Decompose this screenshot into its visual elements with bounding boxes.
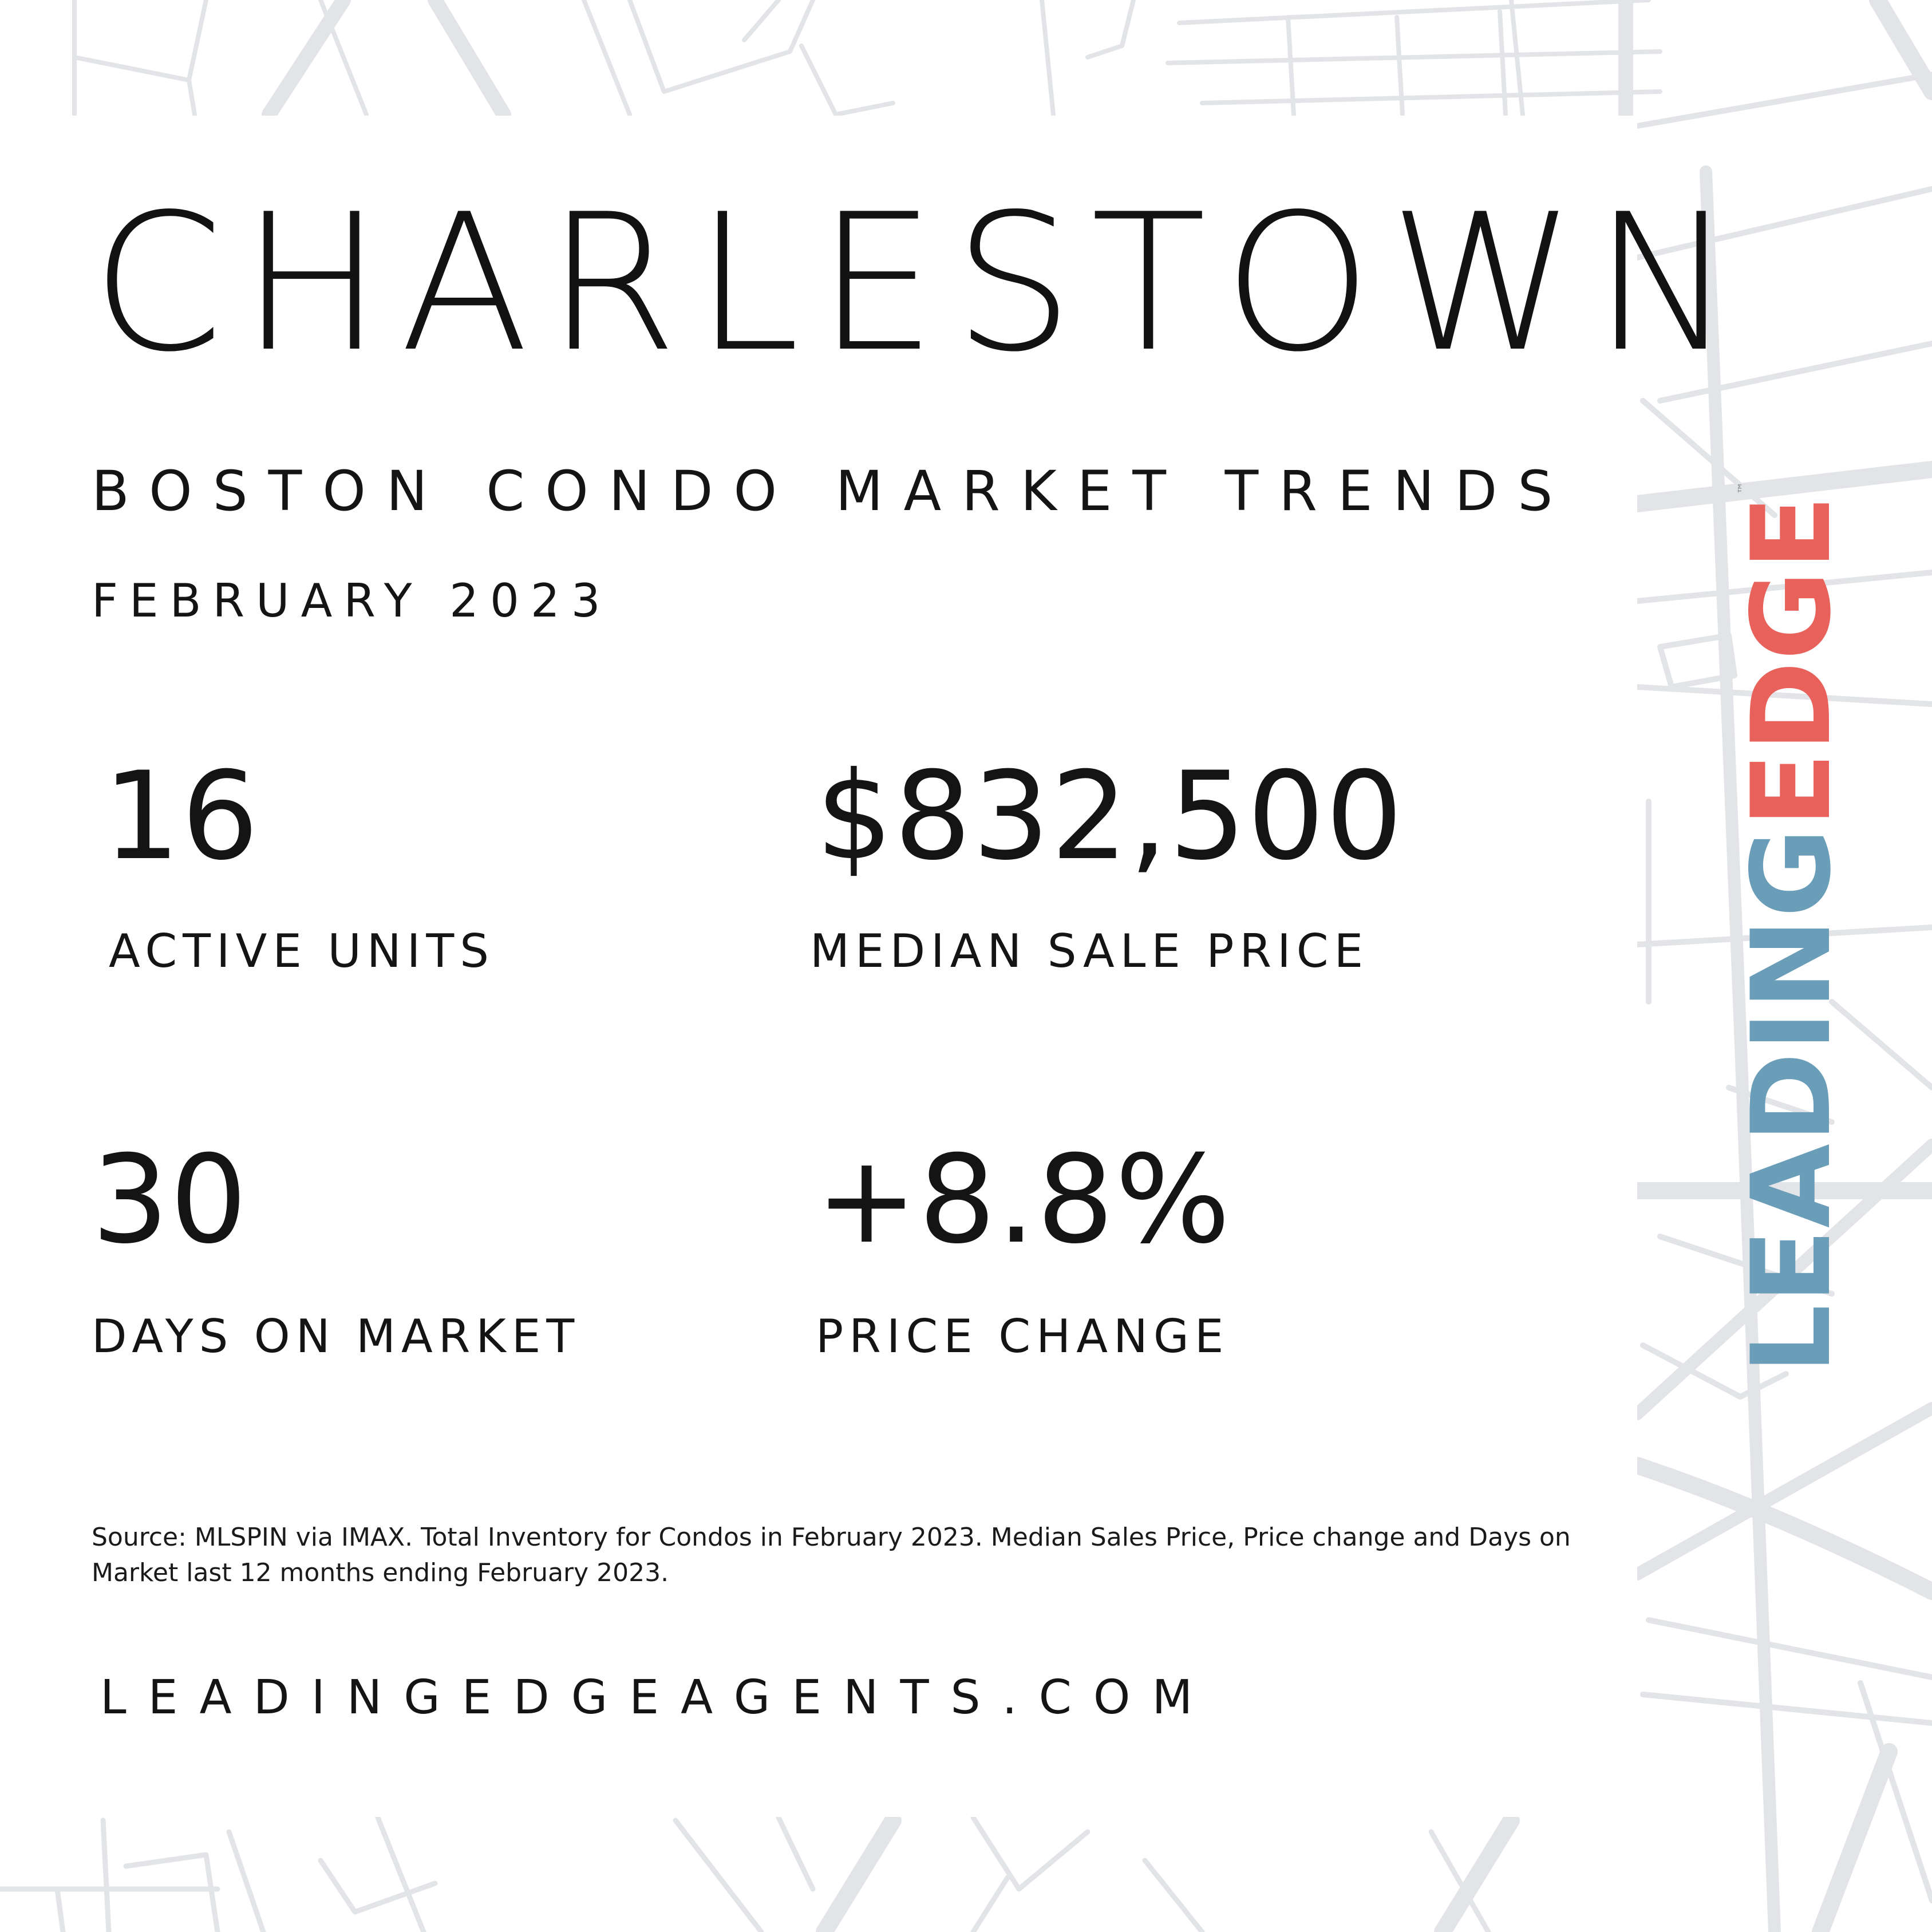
page-title: CHARLESTOWN [92,173,1752,393]
price-change-value: +8.8% [816,1129,1232,1270]
price-change-label: PRICE CHANGE [816,1310,1230,1363]
days-on-market-label: DAYS ON MARKET [92,1310,580,1363]
source-note: Source: MLSPIN via IMAX. Total Inventory… [92,1523,1571,1587]
median-sale-price-value: $832,500 [816,745,1404,887]
median-sale-price-label: MEDIAN SALE PRICE [810,924,1369,978]
days-on-market-value: 30 [92,1129,248,1270]
leading-edge-logo: LEADINGEDGE™ [1728,480,1855,1374]
active-units-value: 16 [103,745,260,887]
logo-part-edge: EDGE [1728,494,1855,827]
website-url: LEADINGEDGEAGENTS.COM [100,1670,1215,1725]
content-panel [0,116,1637,1817]
active-units-label: ACTIVE UNITS [109,924,495,978]
page-subtitle: BOSTON CONDO MARKET TRENDS [92,459,1574,523]
trademark-mark: ™ [1736,480,1751,495]
logo-part-leading: LEADING [1728,827,1855,1374]
report-date: FEBRUARY 2023 [92,574,612,627]
